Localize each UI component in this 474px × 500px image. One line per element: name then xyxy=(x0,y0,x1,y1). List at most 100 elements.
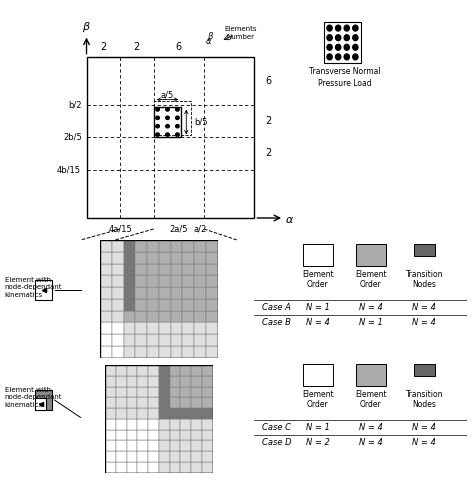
Bar xyxy=(105,440,116,451)
Bar xyxy=(127,397,137,408)
Bar xyxy=(124,252,135,264)
Bar xyxy=(180,419,191,430)
Bar xyxy=(100,240,112,252)
Bar xyxy=(147,322,159,334)
Bar xyxy=(124,275,135,287)
Text: $\beta$: $\beta$ xyxy=(208,30,214,44)
Text: Transition
Nodes: Transition Nodes xyxy=(405,270,443,289)
Bar xyxy=(148,365,159,376)
Text: b/5: b/5 xyxy=(194,118,208,126)
Bar xyxy=(86,56,255,218)
Bar xyxy=(159,322,171,334)
Bar xyxy=(171,264,182,275)
Text: 2: 2 xyxy=(265,116,271,126)
Bar xyxy=(159,451,170,462)
Bar xyxy=(170,386,180,397)
Bar xyxy=(100,252,112,264)
Text: N = 4: N = 4 xyxy=(359,423,383,432)
Circle shape xyxy=(344,54,349,60)
Bar xyxy=(171,334,182,346)
Bar xyxy=(202,430,212,440)
Bar xyxy=(182,252,194,264)
Text: $\beta$: $\beta$ xyxy=(82,20,91,34)
Text: Transition
Nodes: Transition Nodes xyxy=(405,390,443,409)
Bar xyxy=(159,275,171,287)
Bar xyxy=(206,322,218,334)
Bar xyxy=(147,264,159,275)
Text: 2: 2 xyxy=(265,148,271,158)
Bar xyxy=(147,346,159,358)
Bar xyxy=(137,430,148,440)
Bar xyxy=(35,280,53,300)
Circle shape xyxy=(336,44,341,50)
Bar xyxy=(206,346,218,358)
Bar xyxy=(148,462,159,472)
Bar xyxy=(105,386,116,397)
Circle shape xyxy=(156,133,159,136)
Bar xyxy=(194,298,206,310)
Bar xyxy=(206,275,218,287)
Bar xyxy=(124,346,135,358)
Bar xyxy=(159,365,170,376)
Bar xyxy=(148,419,159,430)
Bar xyxy=(180,440,191,451)
Bar xyxy=(100,298,112,310)
Bar xyxy=(159,346,171,358)
Text: Case D: Case D xyxy=(262,438,292,447)
Text: a/2: a/2 xyxy=(193,224,207,234)
Circle shape xyxy=(176,133,179,136)
Circle shape xyxy=(166,124,169,128)
Bar xyxy=(154,101,191,135)
Circle shape xyxy=(344,44,349,50)
Text: 2a/5: 2a/5 xyxy=(170,224,188,234)
Bar xyxy=(170,365,180,376)
Bar xyxy=(170,408,180,419)
Bar xyxy=(112,346,124,358)
Bar xyxy=(148,386,159,397)
Bar xyxy=(202,451,212,462)
Circle shape xyxy=(336,54,341,60)
Bar xyxy=(191,408,202,419)
Bar xyxy=(171,275,182,287)
Bar xyxy=(135,298,147,310)
Bar xyxy=(127,451,137,462)
Bar xyxy=(135,252,147,264)
Bar xyxy=(182,287,194,298)
Bar xyxy=(171,252,182,264)
Circle shape xyxy=(353,54,358,60)
Bar xyxy=(116,430,127,440)
Bar xyxy=(159,386,170,397)
Text: 2: 2 xyxy=(134,42,140,52)
Bar xyxy=(182,334,194,346)
Bar xyxy=(170,430,180,440)
Bar xyxy=(170,376,180,386)
Bar xyxy=(116,397,127,408)
Bar xyxy=(171,298,182,310)
Circle shape xyxy=(166,133,169,136)
Bar xyxy=(100,310,112,322)
Text: N = 4: N = 4 xyxy=(412,303,436,312)
Bar xyxy=(116,386,127,397)
Bar xyxy=(194,264,206,275)
Bar xyxy=(159,334,171,346)
Bar xyxy=(171,287,182,298)
Bar xyxy=(105,419,116,430)
Text: b/2: b/2 xyxy=(68,100,82,110)
Text: Element with
node-dependant
kinematics: Element with node-dependant kinematics xyxy=(5,277,62,298)
Bar xyxy=(202,365,212,376)
Bar xyxy=(206,252,218,264)
Bar xyxy=(147,240,159,252)
Circle shape xyxy=(166,108,169,111)
Circle shape xyxy=(327,54,332,60)
Bar xyxy=(159,376,170,386)
Bar xyxy=(105,365,116,376)
Bar xyxy=(182,275,194,287)
Bar xyxy=(159,298,171,310)
Bar xyxy=(202,397,212,408)
Bar xyxy=(137,365,148,376)
Bar xyxy=(116,376,127,386)
Circle shape xyxy=(344,25,349,31)
Bar xyxy=(202,408,212,419)
Bar xyxy=(137,451,148,462)
Bar xyxy=(180,430,191,440)
